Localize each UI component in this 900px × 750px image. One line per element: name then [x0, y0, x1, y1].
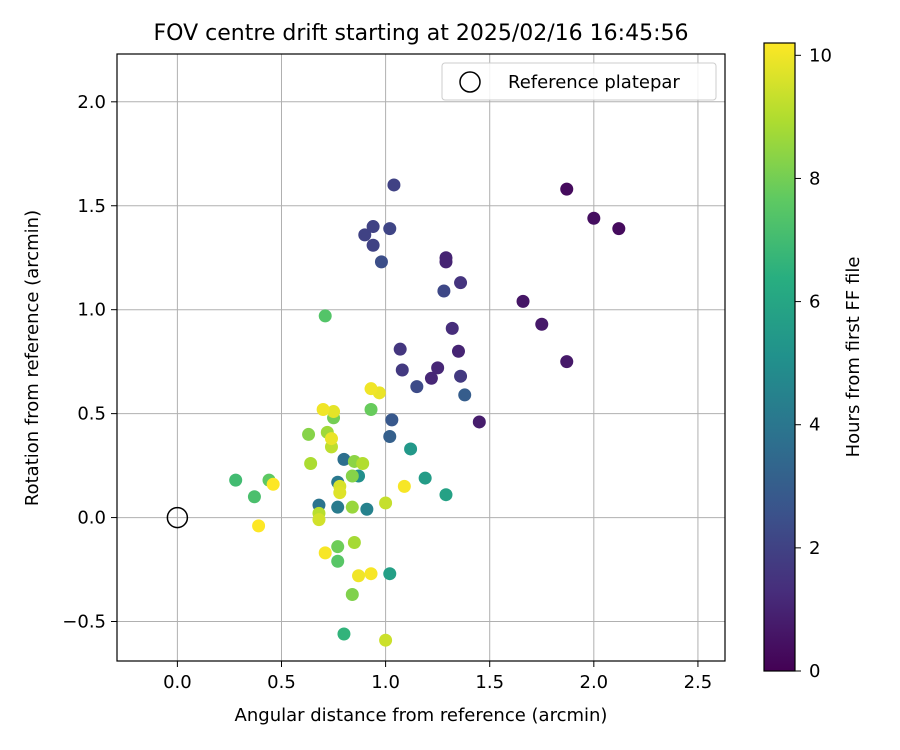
scatter-point [347, 536, 361, 550]
legend: Reference platepar [441, 62, 717, 101]
scatter-point [437, 284, 451, 298]
scatter-point [312, 513, 326, 527]
grid-lines [117, 54, 725, 661]
scatter-point [366, 238, 380, 252]
colorbar-tick-label: 10 [809, 45, 832, 66]
scatter-point [304, 457, 318, 471]
scatter-point [431, 361, 445, 375]
scatter-point [612, 222, 626, 236]
scatter-point [266, 477, 280, 491]
plot-frame [116, 53, 726, 662]
scatter-point [424, 371, 438, 385]
x-tick-label: 2.5 [684, 672, 713, 693]
y-axis-label: Rotation from reference (arcmin) [22, 210, 43, 506]
scatter-point [404, 442, 418, 456]
scatter-point [337, 627, 351, 641]
scatter-point [395, 363, 409, 377]
scatter-point [383, 222, 397, 236]
scatter-point [379, 496, 393, 510]
scatter-point [364, 382, 378, 396]
colorbar-ticks: 0 2 4 6 8 10 [795, 45, 832, 682]
scatter-point [387, 178, 401, 192]
x-tick-label: 1.5 [475, 672, 504, 693]
colorbar-tick-label: 8 [809, 168, 820, 189]
scatter-point [454, 369, 468, 383]
y-axis-ticks: −0.5 0.0 0.5 1.0 1.5 2.0 [62, 92, 117, 633]
reference-point-marker [166, 506, 189, 529]
scatter-point [587, 211, 601, 225]
scatter-point [374, 255, 388, 269]
x-axis-label: Angular distance from reference (arcmin) [235, 705, 608, 726]
scatter-point [439, 488, 453, 502]
scatter-point [345, 587, 359, 601]
scatter-point [439, 255, 453, 269]
x-axis-ticks: 0.0 0.5 1.0 1.5 2.0 2.5 [163, 661, 712, 693]
legend-marker-icon [459, 71, 481, 93]
x-tick-label: 2.0 [580, 672, 609, 693]
x-tick-label: 0.0 [163, 672, 192, 693]
colorbar-gradient [763, 42, 796, 672]
scatter-point [535, 317, 549, 331]
colorbar-tick-label: 2 [809, 538, 820, 559]
scatter-point [383, 567, 397, 581]
colorbar-label: Hours from first FF file [843, 257, 864, 458]
scatter-point [458, 388, 472, 402]
scatter-point [247, 490, 261, 504]
scatter-point [472, 415, 486, 429]
scatter-point [393, 342, 407, 356]
y-tick-label: 0.5 [77, 404, 106, 425]
scatter-point [451, 344, 465, 358]
scatter-point [345, 469, 359, 483]
scatter-point [318, 309, 332, 323]
scatter-point [316, 402, 330, 416]
y-tick-label: −0.5 [62, 612, 106, 633]
legend-label: Reference platepar [508, 72, 680, 93]
scatter-point [252, 519, 266, 533]
scatter-point [418, 471, 432, 485]
colorbar-tick-label: 4 [809, 415, 820, 436]
scatter-point [318, 546, 332, 560]
colorbar-tick-label: 0 [809, 661, 820, 682]
scatter-point [454, 276, 468, 290]
scatter-point [229, 473, 243, 487]
scatter-point [337, 452, 351, 466]
scatter-point [358, 228, 372, 242]
scatter-point [333, 486, 347, 500]
colorbar: 0 2 4 6 8 10 Hours from first FF file [763, 42, 864, 682]
scatter-point [385, 413, 399, 427]
scatter-point [560, 182, 574, 196]
scatter-point [364, 567, 378, 581]
scatter-point [352, 569, 366, 583]
scatter-points [229, 178, 626, 647]
chart-title: FOV centre drift starting at 2025/02/16 … [154, 21, 689, 46]
y-tick-label: 1.0 [77, 300, 106, 321]
scatter-point [324, 432, 338, 446]
scatter-point [364, 402, 378, 416]
y-tick-label: 2.0 [77, 92, 106, 113]
scatter-point [516, 294, 530, 308]
x-tick-label: 0.5 [267, 672, 296, 693]
scatter-point [397, 479, 411, 493]
scatter-point [445, 321, 459, 335]
scatter-point [356, 457, 370, 471]
scatter-point [331, 554, 345, 568]
colorbar-tick-label: 6 [809, 292, 820, 313]
scatter-point [366, 220, 380, 234]
scatter-point [302, 427, 316, 441]
y-tick-label: 0.0 [77, 508, 106, 529]
scatter-point [345, 500, 359, 514]
scatter-point [379, 633, 393, 647]
x-tick-label: 1.0 [371, 672, 400, 693]
scatter-point [327, 405, 341, 419]
scatter-point [360, 502, 374, 516]
scatter-point [410, 380, 424, 394]
scatter-point [383, 429, 397, 443]
legend-box [441, 62, 717, 101]
scatter-point [331, 540, 345, 554]
y-tick-label: 1.5 [77, 196, 106, 217]
scatter-point [560, 355, 574, 369]
scatter-point [331, 500, 345, 514]
